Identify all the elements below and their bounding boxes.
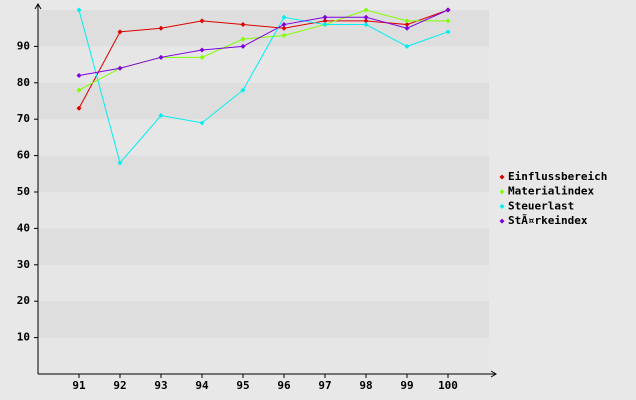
point-marker <box>281 14 287 20</box>
point-marker <box>363 7 369 13</box>
grid-band <box>38 192 489 229</box>
series-line <box>78 9 449 77</box>
y-tick-label: 60 <box>17 149 30 162</box>
grid-band <box>38 228 489 265</box>
point-marker <box>117 65 123 71</box>
point-marker <box>445 7 451 13</box>
y-tick-label: 50 <box>17 185 30 198</box>
x-tick-label: 95 <box>236 379 249 392</box>
x-tick-label: 94 <box>195 379 209 392</box>
grid-band <box>38 264 489 302</box>
grid-band <box>38 46 489 83</box>
grid-band <box>38 10 489 47</box>
y-tick-label: 70 <box>17 112 30 125</box>
point-marker <box>404 18 410 24</box>
point-marker <box>445 18 451 24</box>
legend-marker <box>499 218 505 224</box>
legend-marker <box>499 203 505 209</box>
x-tick-label: 99 <box>400 379 413 392</box>
y-tick-label: 40 <box>17 221 30 234</box>
grid-band <box>38 337 489 374</box>
point-marker <box>322 22 328 28</box>
grid-band <box>38 301 489 338</box>
x-tick-label: 93 <box>154 379 167 392</box>
y-tick-label: 80 <box>17 76 30 89</box>
point-marker <box>240 87 246 93</box>
point-marker <box>76 73 82 79</box>
y-tick-label: 30 <box>17 258 30 271</box>
point-marker <box>281 25 287 31</box>
point-marker <box>199 54 205 60</box>
point-marker <box>240 22 246 28</box>
point-marker <box>363 22 369 28</box>
legend-label: Materialindex <box>508 185 594 198</box>
point-marker <box>117 160 123 166</box>
point-marker <box>363 14 369 20</box>
point-marker <box>240 43 246 49</box>
point-marker <box>199 47 205 53</box>
x-tick-label: 96 <box>277 379 291 392</box>
x-axis-arrow <box>490 370 497 378</box>
point-marker <box>281 32 287 38</box>
grid-band <box>38 82 489 120</box>
point-marker <box>158 54 164 60</box>
point-marker <box>117 29 123 35</box>
point-marker <box>363 18 369 24</box>
x-tick-label: 92 <box>113 379 126 392</box>
legend-marker <box>499 174 505 180</box>
legend-label: Einflussbereich <box>508 170 607 183</box>
legend-label: StÃ¤rkeindex <box>508 214 588 227</box>
point-marker <box>158 113 164 119</box>
legend-label: Steuerlast <box>508 199 574 212</box>
y-axis-arrow <box>34 3 42 10</box>
point-marker <box>281 22 287 28</box>
grid-band <box>38 155 489 192</box>
point-marker <box>199 120 205 126</box>
series-line <box>78 9 449 164</box>
y-tick-label: 10 <box>17 331 30 344</box>
point-marker <box>322 18 328 24</box>
legend-marker <box>499 189 505 195</box>
grid-band <box>38 119 489 156</box>
point-marker <box>76 105 82 111</box>
point-marker <box>404 25 410 31</box>
x-tick-label: 98 <box>359 379 372 392</box>
y-tick-label: 20 <box>17 294 30 307</box>
point-marker <box>76 87 82 93</box>
point-marker <box>240 36 246 42</box>
point-marker <box>199 18 205 24</box>
point-marker <box>158 25 164 31</box>
point-marker <box>404 43 410 49</box>
point-marker <box>404 22 410 28</box>
point-marker <box>445 29 451 35</box>
y-tick-label: 90 <box>17 39 30 52</box>
point-marker <box>322 14 328 20</box>
x-tick-label: 91 <box>72 379 86 392</box>
x-tick-label: 97 <box>318 379 331 392</box>
point-marker <box>76 7 82 13</box>
x-tick-label: 100 <box>438 379 458 392</box>
